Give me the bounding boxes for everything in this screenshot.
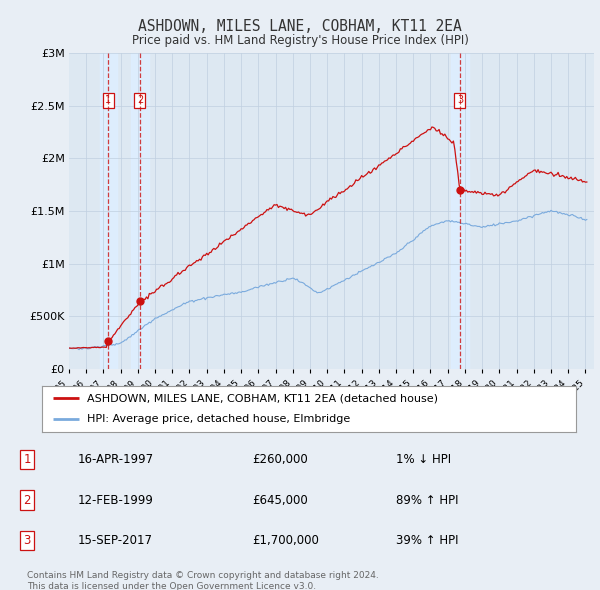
Text: Price paid vs. HM Land Registry's House Price Index (HPI): Price paid vs. HM Land Registry's House … <box>131 34 469 47</box>
Text: 16-APR-1997: 16-APR-1997 <box>78 453 154 466</box>
Text: 2: 2 <box>23 493 31 507</box>
Text: £1,700,000: £1,700,000 <box>252 534 319 547</box>
Text: 1: 1 <box>106 96 112 106</box>
Bar <box>100 53 117 369</box>
Text: 3: 3 <box>457 96 463 106</box>
Text: 3: 3 <box>23 534 31 547</box>
Text: 39% ↑ HPI: 39% ↑ HPI <box>396 534 458 547</box>
Text: 15-SEP-2017: 15-SEP-2017 <box>78 534 153 547</box>
Text: £645,000: £645,000 <box>252 493 308 507</box>
Text: Contains HM Land Registry data © Crown copyright and database right 2024.
This d: Contains HM Land Registry data © Crown c… <box>27 571 379 590</box>
Bar <box>131 53 149 369</box>
Text: ASHDOWN, MILES LANE, COBHAM, KT11 2EA (detached house): ASHDOWN, MILES LANE, COBHAM, KT11 2EA (d… <box>88 394 439 404</box>
Text: 2: 2 <box>137 96 143 106</box>
Text: HPI: Average price, detached house, Elmbridge: HPI: Average price, detached house, Elmb… <box>88 414 350 424</box>
Text: ASHDOWN, MILES LANE, COBHAM, KT11 2EA: ASHDOWN, MILES LANE, COBHAM, KT11 2EA <box>138 19 462 34</box>
Bar <box>451 53 469 369</box>
Text: 89% ↑ HPI: 89% ↑ HPI <box>396 493 458 507</box>
Text: 1: 1 <box>23 453 31 466</box>
Text: £260,000: £260,000 <box>252 453 308 466</box>
Text: 12-FEB-1999: 12-FEB-1999 <box>78 493 154 507</box>
Text: 1% ↓ HPI: 1% ↓ HPI <box>396 453 451 466</box>
